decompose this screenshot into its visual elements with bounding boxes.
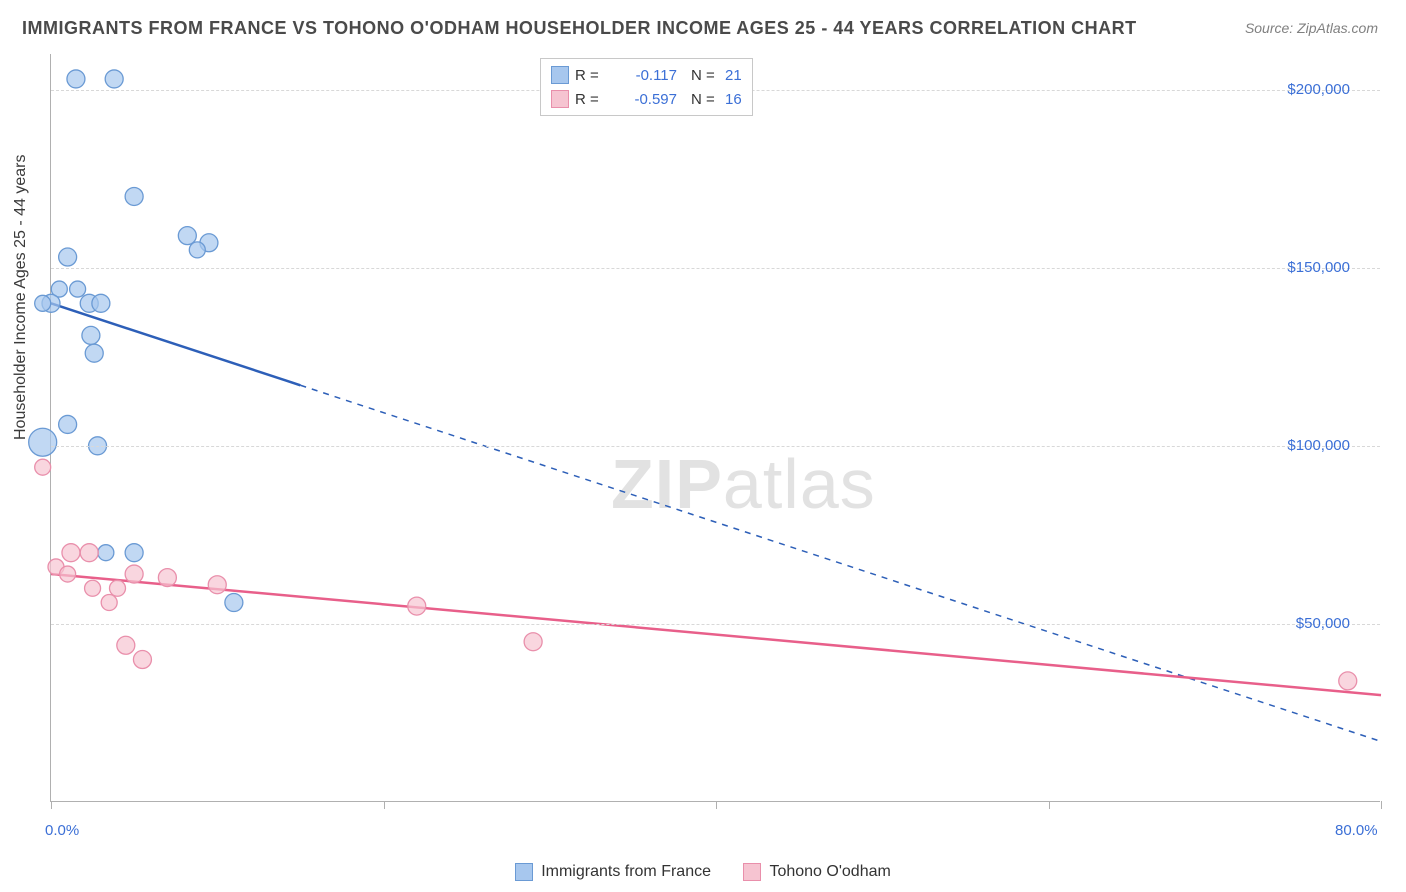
legend-n-label: N = bbox=[691, 91, 719, 108]
legend-swatch-1 bbox=[515, 863, 533, 881]
scatter-point bbox=[70, 281, 86, 297]
correlation-legend: R = -0.117 N = 21 R = -0.597 N = 16 bbox=[540, 58, 753, 116]
legend-n-value-2: 16 bbox=[725, 91, 742, 108]
legend-r-label: R = bbox=[575, 67, 611, 84]
scatter-point bbox=[35, 459, 51, 475]
y-tick-label: $100,000 bbox=[1260, 437, 1350, 454]
scatter-point bbox=[59, 415, 77, 433]
y-axis-title: Householder Income Ages 25 - 44 years bbox=[12, 155, 30, 441]
legend-r-value-1: -0.117 bbox=[617, 67, 677, 84]
scatter-point bbox=[85, 344, 103, 362]
gridline-h bbox=[51, 624, 1380, 625]
chart-title: IMMIGRANTS FROM FRANCE VS TOHONO O'ODHAM… bbox=[22, 18, 1137, 39]
y-tick-label: $50,000 bbox=[1260, 615, 1350, 632]
scatter-point bbox=[62, 544, 80, 562]
x-tick bbox=[384, 801, 385, 809]
scatter-point bbox=[82, 326, 100, 344]
scatter-point bbox=[80, 544, 98, 562]
scatter-point bbox=[1339, 672, 1357, 690]
legend-label-1: Immigrants from France bbox=[541, 863, 711, 881]
scatter-point bbox=[133, 651, 151, 669]
legend-swatch-1 bbox=[551, 66, 569, 84]
scatter-point bbox=[524, 633, 542, 651]
x-axis-max-label: 80.0% bbox=[1335, 822, 1378, 839]
x-tick bbox=[716, 801, 717, 809]
scatter-point bbox=[60, 566, 76, 582]
scatter-point bbox=[67, 70, 85, 88]
scatter-point bbox=[178, 227, 196, 245]
x-axis-min-label: 0.0% bbox=[45, 822, 79, 839]
legend-label-2: Tohono O'odham bbox=[769, 863, 890, 881]
legend-swatch-2 bbox=[743, 863, 761, 881]
scatter-point bbox=[125, 565, 143, 583]
legend-swatch-2 bbox=[551, 90, 569, 108]
scatter-point bbox=[92, 294, 110, 312]
x-tick bbox=[1381, 801, 1382, 809]
gridline-h bbox=[51, 268, 1380, 269]
legend-r-label: R = bbox=[575, 91, 611, 108]
chart-svg bbox=[51, 54, 1380, 801]
gridline-h bbox=[51, 446, 1380, 447]
scatter-point bbox=[101, 595, 117, 611]
scatter-point bbox=[29, 428, 57, 456]
scatter-point bbox=[98, 545, 114, 561]
plot-area: ZIPatlas bbox=[50, 54, 1380, 802]
scatter-point bbox=[225, 594, 243, 612]
scatter-point bbox=[59, 248, 77, 266]
legend-item-1: Immigrants from France bbox=[515, 863, 711, 881]
scatter-point bbox=[125, 544, 143, 562]
trendline-solid bbox=[51, 574, 1381, 695]
source-attribution: Source: ZipAtlas.com bbox=[1245, 20, 1378, 36]
legend-n-label: N = bbox=[691, 67, 719, 84]
scatter-point bbox=[117, 636, 135, 654]
scatter-point bbox=[85, 580, 101, 596]
scatter-point bbox=[125, 187, 143, 205]
legend-item-2: Tohono O'odham bbox=[743, 863, 890, 881]
scatter-point bbox=[105, 70, 123, 88]
legend-n-value-1: 21 bbox=[725, 67, 742, 84]
y-tick-label: $200,000 bbox=[1260, 81, 1350, 98]
scatter-point bbox=[158, 569, 176, 587]
legend-r-value-2: -0.597 bbox=[617, 91, 677, 108]
scatter-point bbox=[189, 242, 205, 258]
legend-row-series-1: R = -0.117 N = 21 bbox=[551, 63, 742, 87]
series-legend: Immigrants from France Tohono O'odham bbox=[0, 863, 1406, 886]
scatter-point bbox=[408, 597, 426, 615]
scatter-point bbox=[110, 580, 126, 596]
scatter-point bbox=[35, 295, 51, 311]
legend-row-series-2: R = -0.597 N = 16 bbox=[551, 87, 742, 111]
scatter-point bbox=[208, 576, 226, 594]
x-tick bbox=[1049, 801, 1050, 809]
y-tick-label: $150,000 bbox=[1260, 259, 1350, 276]
trendline-dashed bbox=[300, 385, 1381, 741]
x-tick bbox=[51, 801, 52, 809]
